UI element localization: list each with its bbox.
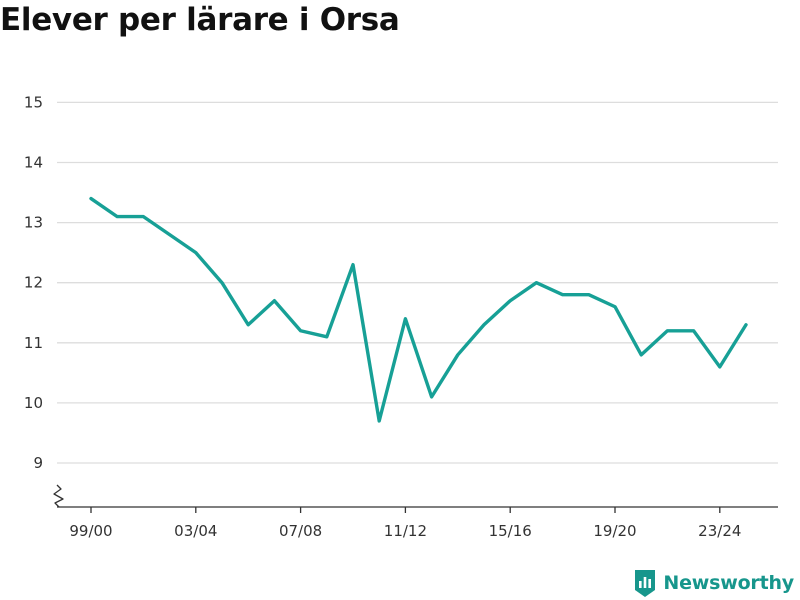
y-tick-label: 9 [33, 454, 43, 472]
brand-name: Newsworthy [663, 572, 794, 594]
newsworthy-logo[interactable]: Newsworthy [633, 568, 794, 598]
x-tick-label: 15/16 [489, 522, 532, 540]
y-tick-label: 15 [24, 93, 43, 111]
y-tick-label: 12 [24, 274, 43, 292]
y-tick-label: 10 [24, 394, 43, 412]
y-tick-label: 13 [24, 214, 43, 232]
x-axis-ticks: 99/00 03/04 07/08 11/12 15/16 19/20 23/24 [69, 507, 741, 540]
x-tick-label: 07/08 [279, 522, 322, 540]
series-lines [89, 196, 748, 423]
series-line [89, 196, 748, 423]
y-axis-break-icon [53, 484, 64, 508]
y-axis-ticks: 9 10 11 12 13 14 15 [24, 93, 43, 472]
newsworthy-logo-icon [635, 570, 656, 597]
x-tick-label: 99/00 [69, 522, 112, 540]
y-tick-label: 14 [24, 154, 43, 172]
x-tick-label: 19/20 [593, 522, 636, 540]
chart-title: Elever per lärare i Orsa [0, 2, 400, 38]
x-tick-label: 03/04 [174, 522, 217, 540]
x-axis [53, 484, 778, 508]
gridlines [57, 101, 778, 464]
x-tick-label: 23/24 [698, 522, 741, 540]
x-tick-label: 11/12 [384, 522, 427, 540]
y-tick-label: 11 [24, 334, 43, 352]
